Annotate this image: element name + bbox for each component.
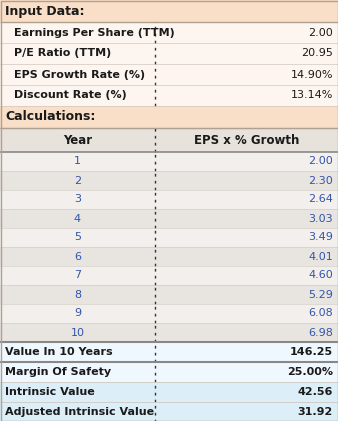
Bar xyxy=(0,285,338,304)
Text: 13.14%: 13.14% xyxy=(291,91,333,101)
Bar xyxy=(0,402,338,421)
Text: 6: 6 xyxy=(74,251,81,261)
Bar xyxy=(0,342,338,362)
Text: Year: Year xyxy=(63,133,92,147)
Bar xyxy=(0,43,338,64)
Text: 14.90%: 14.90% xyxy=(290,69,333,80)
Text: 4.01: 4.01 xyxy=(308,251,333,261)
Bar xyxy=(0,171,338,190)
Text: P/E Ratio (TTM): P/E Ratio (TTM) xyxy=(14,48,111,59)
Text: 8: 8 xyxy=(74,290,81,299)
Text: 9: 9 xyxy=(74,309,81,319)
Text: Earnings Per Share (TTM): Earnings Per Share (TTM) xyxy=(14,27,175,37)
Text: Calculations:: Calculations: xyxy=(5,110,95,123)
Bar xyxy=(0,323,338,342)
Text: 31.92: 31.92 xyxy=(298,407,333,417)
Bar xyxy=(0,128,338,152)
Text: 3: 3 xyxy=(74,195,81,205)
Bar xyxy=(0,0,338,22)
Text: Intrinsic Value: Intrinsic Value xyxy=(5,387,95,397)
Bar xyxy=(0,152,338,171)
Text: Input Data:: Input Data: xyxy=(5,5,84,18)
Bar xyxy=(0,228,338,247)
Text: 3.49: 3.49 xyxy=(308,232,333,242)
Text: Adjusted Intrinsic Value: Adjusted Intrinsic Value xyxy=(5,407,154,417)
Text: 2: 2 xyxy=(74,176,81,186)
Text: Value In 10 Years: Value In 10 Years xyxy=(5,347,113,357)
Text: Margin Of Safety: Margin Of Safety xyxy=(5,367,111,377)
Bar xyxy=(0,64,338,85)
Text: 5.29: 5.29 xyxy=(308,290,333,299)
Text: 2.00: 2.00 xyxy=(308,157,333,166)
Bar xyxy=(0,362,338,382)
Bar xyxy=(0,85,338,106)
Bar xyxy=(0,304,338,323)
Text: 2.00: 2.00 xyxy=(308,27,333,37)
Text: EPS x % Growth: EPS x % Growth xyxy=(194,133,299,147)
Text: Discount Rate (%): Discount Rate (%) xyxy=(14,91,127,101)
Text: 10: 10 xyxy=(71,328,84,338)
Text: 7: 7 xyxy=(74,271,81,280)
Text: 6.98: 6.98 xyxy=(308,328,333,338)
Text: 6.08: 6.08 xyxy=(308,309,333,319)
Text: 2.64: 2.64 xyxy=(308,195,333,205)
Bar xyxy=(0,190,338,209)
Bar xyxy=(0,266,338,285)
Bar xyxy=(0,209,338,228)
Text: 3.03: 3.03 xyxy=(308,213,333,224)
Text: 20.95: 20.95 xyxy=(301,48,333,59)
Text: 5: 5 xyxy=(74,232,81,242)
Text: 4.60: 4.60 xyxy=(308,271,333,280)
Text: 42.56: 42.56 xyxy=(298,387,333,397)
Text: EPS Growth Rate (%): EPS Growth Rate (%) xyxy=(14,69,145,80)
Text: 4: 4 xyxy=(74,213,81,224)
Text: 1: 1 xyxy=(74,157,81,166)
Text: 2.30: 2.30 xyxy=(308,176,333,186)
Text: 25.00%: 25.00% xyxy=(287,367,333,377)
Bar xyxy=(0,106,338,128)
Bar xyxy=(0,247,338,266)
Bar xyxy=(0,22,338,43)
Bar xyxy=(0,382,338,402)
Text: 146.25: 146.25 xyxy=(290,347,333,357)
